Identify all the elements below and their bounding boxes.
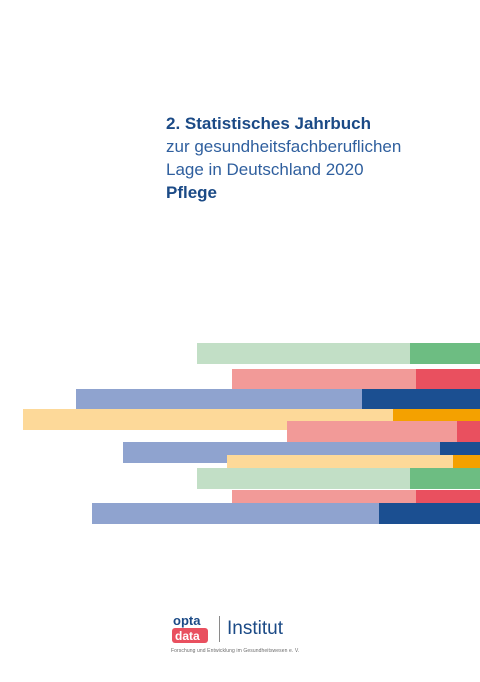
logo-subtitle: Forschung und Entwicklung im Gesundheits… bbox=[171, 648, 300, 654]
stripe-segment-dark bbox=[379, 503, 480, 524]
stripe-segment-light bbox=[197, 343, 410, 364]
stripe-blue bbox=[76, 389, 480, 410]
stripe-segment-dark bbox=[410, 343, 480, 364]
stripe-yellow bbox=[23, 409, 480, 430]
stripe-segment-light bbox=[287, 421, 457, 442]
logo-wordmark: Institut bbox=[227, 618, 283, 639]
title-line-3: Lage in Deutschland 2020 bbox=[166, 160, 364, 179]
logo-mark-badge bbox=[172, 628, 208, 643]
stripe-segment-dark bbox=[362, 389, 480, 410]
stripe-blue bbox=[92, 503, 480, 524]
stripe-red bbox=[287, 421, 480, 442]
logo-divider bbox=[219, 616, 220, 642]
stripe-segment-light bbox=[232, 490, 416, 503]
stripe-segment-light bbox=[232, 369, 416, 390]
stripe-green bbox=[197, 343, 480, 364]
stripe-segment-dark bbox=[440, 442, 480, 463]
title-line-1: 2. Statistisches Jahrbuch bbox=[166, 114, 372, 133]
stripe-segment-dark bbox=[410, 468, 480, 489]
stripe-segment-dark bbox=[416, 369, 480, 390]
stripe-segment-light bbox=[123, 442, 440, 463]
stripe-segment-light bbox=[92, 503, 379, 524]
stripe-segment-light bbox=[23, 409, 393, 430]
stripe-segment-dark bbox=[416, 490, 480, 503]
stripe-segment-light bbox=[76, 389, 362, 410]
title-line-4: Pflege bbox=[166, 183, 218, 202]
stripe-segment-dark bbox=[453, 455, 480, 468]
stripe-segment-light bbox=[197, 468, 410, 489]
logo-mark-bottom-text: data bbox=[175, 629, 200, 643]
stripe-red bbox=[232, 369, 480, 390]
stripe-red bbox=[232, 490, 480, 503]
title-line-2: zur gesundheitsfachberuflichen bbox=[166, 137, 402, 156]
stripe-blue bbox=[123, 442, 480, 463]
logo-mark-top-text: opta bbox=[173, 613, 201, 628]
logo-mark-top: opta bbox=[173, 613, 201, 628]
stripe-segment-dark bbox=[393, 409, 480, 430]
stripe-green bbox=[197, 468, 480, 489]
stripe-yellow bbox=[227, 455, 480, 468]
stripe-segment-dark bbox=[457, 421, 480, 442]
cover-title: 2. Statistisches Jahrbuch zur gesundheit… bbox=[166, 112, 401, 204]
stripe-segment-light bbox=[227, 455, 453, 468]
opta-data-logo-mark: opta data bbox=[172, 613, 208, 643]
